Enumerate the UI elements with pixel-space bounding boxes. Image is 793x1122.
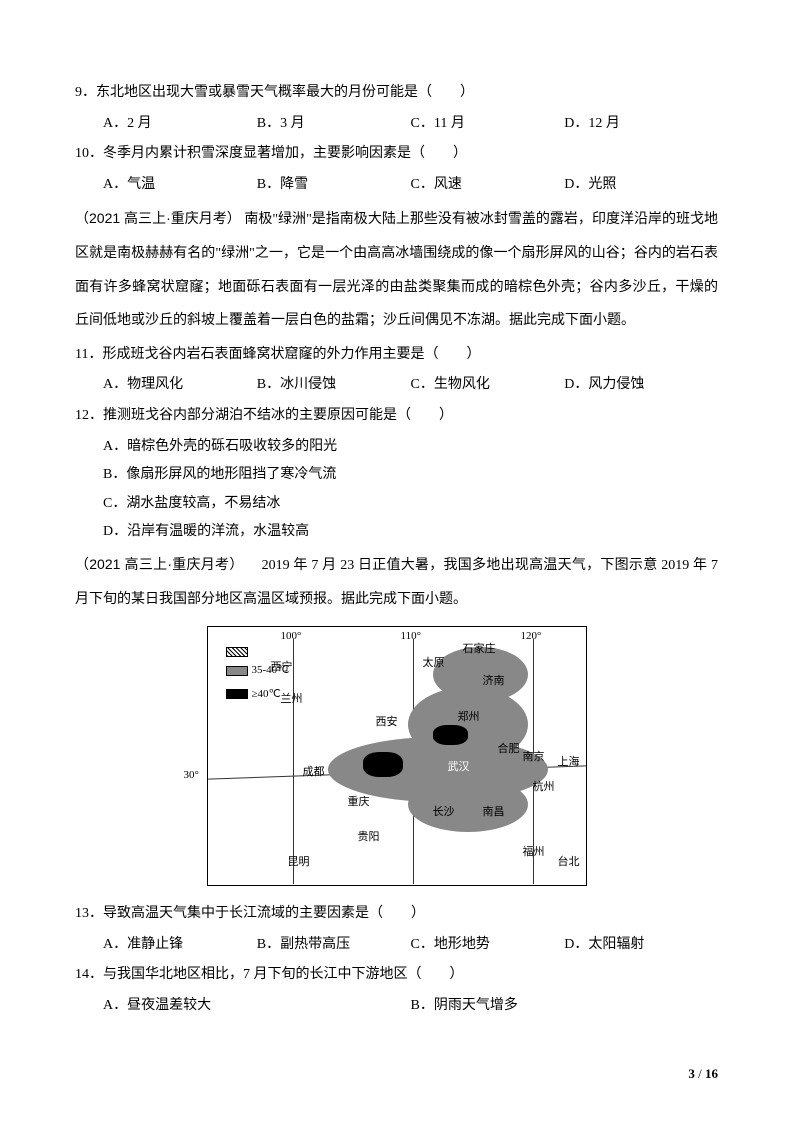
- city-kunming: 昆明: [288, 852, 310, 873]
- option-12d: D．沿岸有温暖的洋流，水温较高: [75, 519, 718, 546]
- city-chengdu: 成都: [303, 762, 325, 783]
- option-11a: A．物理风化: [103, 372, 257, 399]
- city-jinan: 济南: [483, 671, 505, 692]
- city-xian: 西安: [376, 712, 398, 733]
- question-9-options: A．2 月 B．3 月 C．11 月 D．12 月: [75, 111, 718, 138]
- city-wuhan: 武汉: [448, 757, 470, 778]
- page-sep: /: [695, 1066, 705, 1081]
- city-nanchang: 南昌: [483, 802, 505, 823]
- passage-1-source: （2021 高三上·重庆月考）: [75, 210, 241, 226]
- legend-swatch-gray: [226, 666, 248, 676]
- option-9c: C．11 月: [411, 111, 565, 138]
- question-10-options: A．气温 B．降雪 C．风速 D．光照: [75, 172, 718, 199]
- option-9d: D．12 月: [564, 111, 718, 138]
- city-xining: 西宁: [271, 657, 293, 678]
- page-total: 16: [705, 1066, 718, 1081]
- map-container: 100° 110° 120° 30° 35-40℃ ≥40℃: [75, 626, 718, 886]
- question-9-text: 9．东北地区出现大雪或暴雪天气概率最大的月份可能是（ ）: [75, 80, 718, 107]
- legend-label-black: ≥40℃: [252, 684, 281, 705]
- option-12c: C．湖水盐度较高，不易结冰: [75, 491, 718, 518]
- china-temperature-map: 100° 110° 120° 30° 35-40℃ ≥40℃: [207, 626, 587, 886]
- city-guiyang: 贵阳: [358, 827, 380, 848]
- option-10d: D．光照: [564, 172, 718, 199]
- legend-swatch-hatch: [226, 647, 248, 657]
- lon-label-100: 100°: [281, 626, 302, 647]
- city-shanghai: 上海: [558, 752, 580, 773]
- option-13d: D．太阳辐射: [564, 932, 718, 959]
- question-13-options: A．准静止锋 B．副热带高压 C．地形地势 D．太阳辐射: [75, 932, 718, 959]
- option-11b: B．冰川侵蚀: [257, 372, 411, 399]
- passage-1: （2021 高三上·重庆月考） 南极"绿洲"是指南极大陆上那些没有被冰封雪盖的露…: [75, 202, 718, 337]
- lon-line-100: [293, 639, 294, 884]
- question-11-options: A．物理风化 B．冰川侵蚀 C．生物风化 D．风力侵蚀: [75, 372, 718, 399]
- passage-1-text: 南极"绿洲"是指南极大陆上那些没有被冰封雪盖的露岩，印度洋沿岸的班戈地区就是南极…: [75, 212, 718, 328]
- page-footer: 3 / 16: [688, 1062, 718, 1087]
- region-south: [408, 777, 528, 832]
- question-13-text: 13．导致高温天气集中于长江流域的主要因素是（ ）: [75, 901, 718, 928]
- region-hot-chongqing: [363, 752, 403, 777]
- city-chongqing: 重庆: [348, 792, 370, 813]
- question-12-text: 12．推测班戈谷内部分湖泊不结冰的主要原因可能是（ ）: [75, 403, 718, 430]
- lon-label-120: 120°: [521, 626, 542, 647]
- city-changsha: 长沙: [433, 802, 455, 823]
- city-hefei: 合肥: [498, 739, 520, 760]
- option-14b: B．阴雨天气增多: [411, 993, 719, 1020]
- city-taiyuan: 太原: [423, 653, 445, 674]
- city-fuzhou: 福州: [523, 842, 545, 863]
- city-lanzhou: 兰州: [281, 689, 303, 710]
- question-14-text: 14．与我国华北地区相比，7 月下旬的长江中下游地区（ ）: [75, 962, 718, 989]
- option-13a: A．准静止锋: [103, 932, 257, 959]
- option-9a: A．2 月: [103, 111, 257, 138]
- city-nanjing: 南京: [523, 747, 545, 768]
- question-14-options: A．昼夜温差较大 B．阴雨天气增多: [75, 993, 718, 1020]
- passage-2: （2021 高三上·重庆月考） 2019 年 7 月 23 日正值大暑，我国多地…: [75, 548, 718, 616]
- option-12a: A．暗棕色外壳的砾石吸收较多的阳光: [75, 434, 718, 461]
- lon-label-110: 110°: [401, 626, 422, 647]
- option-11c: C．生物风化: [411, 372, 565, 399]
- city-hangzhou: 杭州: [533, 777, 555, 798]
- option-13b: B．副热带高压: [257, 932, 411, 959]
- option-10a: A．气温: [103, 172, 257, 199]
- option-10b: B．降雪: [257, 172, 411, 199]
- legend-item-hatch: [226, 647, 290, 657]
- option-12b: B．像扇形屏风的地形阻挡了寒冷气流: [75, 462, 718, 489]
- option-11d: D．风力侵蚀: [564, 372, 718, 399]
- legend-swatch-black: [226, 689, 248, 699]
- option-9b: B．3 月: [257, 111, 411, 138]
- city-shijiazhuang: 石家庄: [463, 639, 496, 660]
- region-hot-wuhan: [433, 725, 468, 745]
- question-11-text: 11．形成班戈谷内岩石表面蜂窝状窟窿的外力作用主要是（ ）: [75, 342, 718, 369]
- city-taibei: 台北: [558, 852, 580, 873]
- city-zhengzhou: 郑州: [458, 707, 480, 728]
- option-10c: C．风速: [411, 172, 565, 199]
- option-13c: C．地形地势: [411, 932, 565, 959]
- question-10-text: 10．冬季月内累计积雪深度显著增加，主要影响因素是（ ）: [75, 141, 718, 168]
- option-14a: A．昼夜温差较大: [103, 993, 411, 1020]
- lat-label-30: 30°: [184, 765, 199, 786]
- passage-2-source: （2021 高三上·重庆月考）: [75, 556, 244, 572]
